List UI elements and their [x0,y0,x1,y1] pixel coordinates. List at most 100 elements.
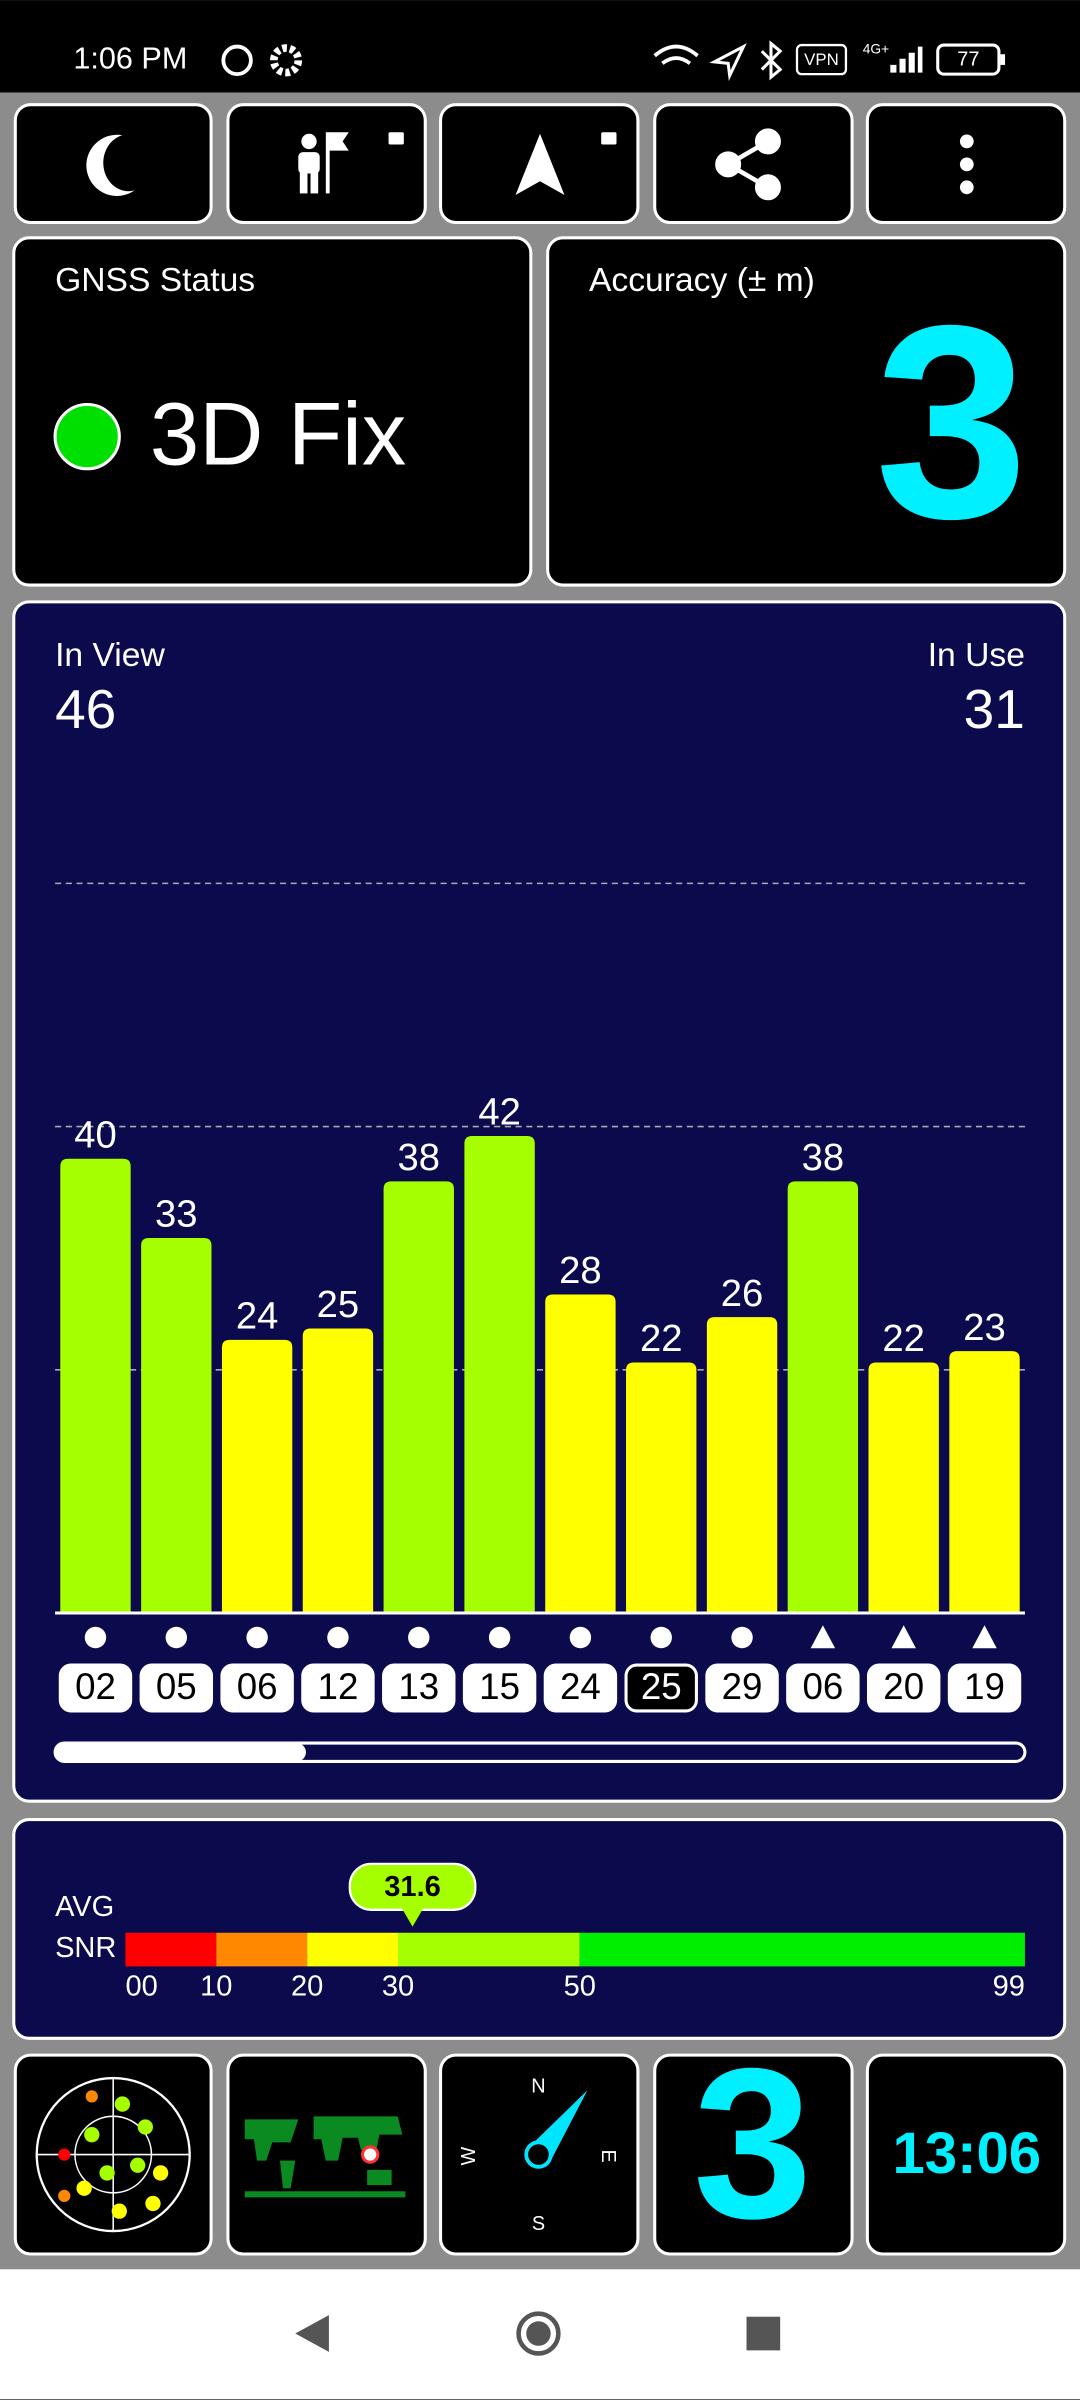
bar-value-label: 38 [398,1136,441,1179]
prn-label: 29 [722,1666,763,1707]
snr-band [307,1932,399,1967]
settings-icon [270,44,303,77]
bluetooth-icon [760,40,783,81]
avg-pointer [401,1908,424,1927]
snr-tick-label: 30 [382,1970,414,2002]
prn-badge [301,1663,375,1713]
status-bar [0,0,1080,93]
bar-value-label: 22 [640,1317,683,1360]
grid-decoration [55,882,1025,1371]
constellation-marker [246,1626,268,1649]
prn-badge [139,1663,214,1713]
recents-button[interactable] [746,2316,781,2351]
in-view-label: In View [55,637,165,674]
bar [383,1181,454,1612]
avg-value: 31.6 [384,1871,441,1903]
clock-tile[interactable] [865,2053,1067,2256]
bar-value-label: 28 [559,1249,602,1292]
snr-band [125,1932,217,1967]
compass-east: E [597,2149,619,2162]
constellation-marker [327,1626,349,1649]
snr-band [579,1932,1025,1967]
prn-badge [58,1663,133,1713]
bar [949,1351,1020,1612]
lock-icon [601,132,617,145]
bar [141,1237,212,1612]
in-view-value: 46 [55,678,116,740]
share-button[interactable] [653,103,854,225]
accuracy-small-tile[interactable] [653,2053,854,2256]
constellation-marker [650,1626,672,1649]
bar-value-label: 42 [478,1091,521,1134]
fix-indicator [53,403,121,471]
battery-label: 77 [957,49,979,71]
bar-value-label: 33 [155,1193,198,1236]
arrow-icon [515,133,565,195]
accuracy-title: Accuracy (± m) [589,262,815,299]
accuracy-small-value: 3 [693,2024,812,2263]
compass: N E S W [458,2076,619,2236]
prn-label: 19 [964,1666,1005,1707]
bar [464,1136,535,1612]
snr-label: SNR [55,1932,116,1964]
gnss-status-value: 3D Fix [150,385,406,484]
accuracy-value: 3 [875,269,1028,576]
home-dot [526,2321,551,2346]
bar [545,1294,616,1612]
location-icon [709,43,747,82]
compass-south: S [532,2213,545,2235]
snr-panel [12,1818,1067,2040]
menu-icon [959,134,974,195]
constellation-marker [731,1626,753,1649]
compass-north: N [531,2076,545,2098]
compass-west: W [458,2146,480,2165]
bar-value-label: 23 [963,1306,1006,1349]
snr-band [398,1932,580,1967]
prn-label: 06 [802,1666,843,1707]
prn-label: 12 [318,1666,359,1707]
constellation-marker [488,1626,511,1649]
in-use-label: In Use [928,637,1025,674]
bar-value-label: 25 [317,1283,360,1326]
prn-badge [786,1663,860,1713]
vpn-label: VPN [804,50,839,69]
snr-tick-label: 20 [291,1970,323,2002]
alarm-icon [221,44,253,77]
prn-badge [866,1663,941,1713]
bar [60,1158,131,1612]
constellation-marker [972,1625,997,1649]
prn-badge [624,1663,698,1713]
snr-tick-label: 10 [200,1970,232,2002]
prn-label: 15 [479,1666,520,1707]
gnss-status-title: GNSS Status [55,262,255,299]
prn-label: 25 [641,1666,682,1707]
snr-band [216,1932,308,1967]
toolbar [13,103,1067,225]
prn-badge [705,1663,779,1713]
constellation-marker [165,1626,188,1649]
status-time: 1:06 PM [73,41,187,75]
share-icon [715,128,781,201]
constellation-marker [84,1626,107,1649]
snr-tick-label: 50 [564,1970,596,2002]
home-button[interactable] [516,2311,561,2356]
prn-label: 13 [398,1666,439,1707]
prn-label: 20 [883,1666,924,1707]
accuracy-tile [546,236,1067,587]
scroll-thumb[interactable] [55,1743,306,1762]
person-flag-icon [298,132,404,194]
bar [706,1317,778,1612]
bar [787,1181,859,1612]
sky-plot [35,2076,191,2233]
night-mode-button[interactable] [13,103,213,225]
prn-badge [220,1663,294,1713]
constellation-marker [891,1625,916,1649]
prn-label: 02 [75,1666,116,1707]
constellation-marker [810,1625,836,1649]
avg-label: AVG [55,1891,114,1923]
back-button[interactable] [295,2315,329,2352]
prn-badge [947,1663,1022,1713]
bar [302,1328,374,1612]
prn-label: 24 [560,1666,601,1707]
